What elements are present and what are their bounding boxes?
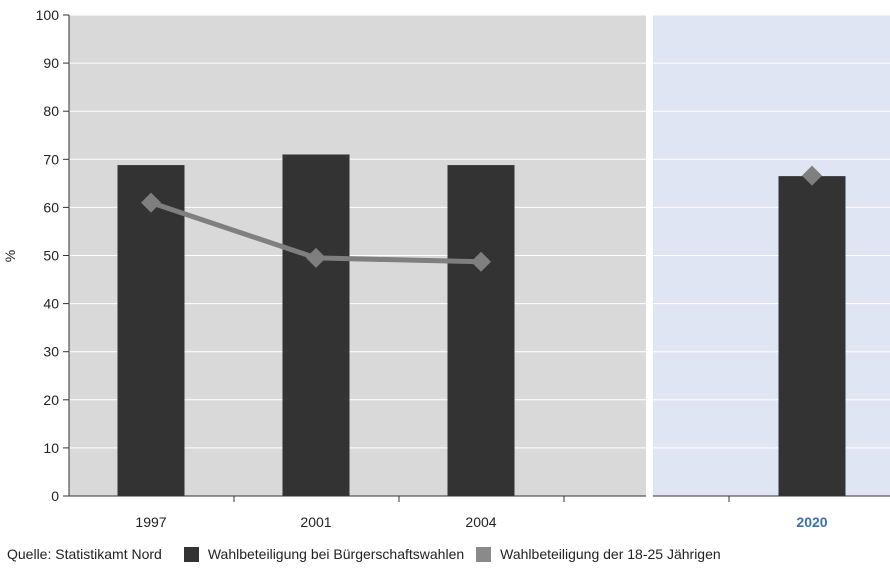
y-tick-label-30: 30: [43, 344, 59, 360]
legend-swatch-bars: [183, 546, 199, 562]
axes: 0 10 20 30 40 50 60 70 80 90 100 1997 2001 2004 2020: [36, 7, 890, 530]
x-tick-label-1997: 1997: [135, 514, 166, 530]
x-tick-label-2020: 2020: [796, 514, 827, 530]
y-tick-label-50: 50: [43, 248, 59, 264]
y-tick-label-70: 70: [43, 151, 59, 167]
legend-item-bars: Wahlbeteiligung bei Bürgerschaftswahlen: [183, 546, 465, 562]
legend-item-line: Wahlbeteiligung der 18-25 Jährigen: [476, 546, 721, 562]
bar-series: [117, 154, 846, 497]
line-marker-2001: [306, 247, 326, 268]
y-tick-label-60: 60: [43, 199, 59, 215]
bar-2020: [778, 176, 846, 496]
x-tick-label-2001: 2001: [300, 514, 331, 530]
line-series: [141, 165, 822, 272]
legend-label-line: Wahlbeteiligung der 18-25 Jährigen: [500, 546, 721, 562]
y-tick-label-40: 40: [43, 296, 59, 312]
line-marker-1997: [141, 192, 161, 213]
legend-swatch-line: [476, 546, 492, 562]
bar-2004: [447, 165, 515, 496]
source-note: Quelle: Statistikamt Nord: [7, 546, 162, 562]
y-tick-label-100: 100: [36, 7, 60, 23]
y-axis-label: %: [2, 250, 18, 262]
y-tick-label-10: 10: [43, 440, 59, 456]
bar-2001: [282, 154, 350, 497]
y-tick-label-80: 80: [43, 103, 59, 119]
y-tick-label-90: 90: [43, 55, 59, 71]
x-tick-label-2004: 2004: [465, 514, 496, 530]
bar-1997: [117, 165, 185, 496]
line-marker-2020: [802, 165, 822, 186]
legend-label-bars: Wahlbeteiligung bei Bürgerschaftswahlen: [207, 546, 465, 562]
line-marker-2004: [471, 251, 491, 272]
legend: Quelle: Statistikamt Nord Wahlbeteiligun…: [7, 544, 721, 564]
y-tick-label-0: 0: [51, 488, 59, 504]
y-tick-label-20: 20: [43, 392, 59, 408]
